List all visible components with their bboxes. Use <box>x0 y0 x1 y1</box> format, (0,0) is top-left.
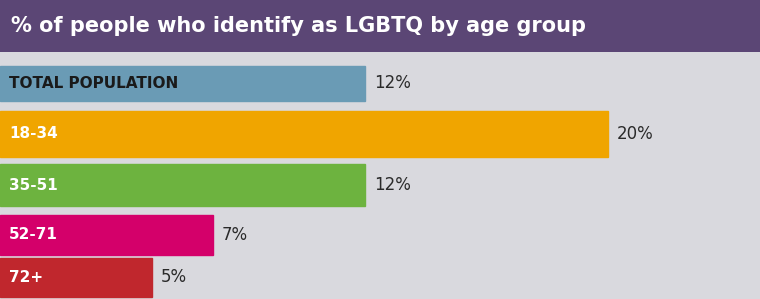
Text: 52-71: 52-71 <box>9 228 58 242</box>
Text: 72+: 72+ <box>9 270 43 285</box>
Bar <box>0 215 213 255</box>
Bar <box>0 164 365 206</box>
Text: 12%: 12% <box>374 176 411 194</box>
Text: 35-51: 35-51 <box>9 178 58 193</box>
Text: % of people who identify as LGBTQ by age group: % of people who identify as LGBTQ by age… <box>11 16 587 36</box>
Bar <box>0 111 608 157</box>
Text: 5%: 5% <box>161 269 187 286</box>
Bar <box>0 66 365 101</box>
Text: 12%: 12% <box>374 74 411 92</box>
Text: TOTAL POPULATION: TOTAL POPULATION <box>9 76 179 91</box>
Text: 18-34: 18-34 <box>9 126 58 141</box>
Text: 7%: 7% <box>222 226 248 244</box>
Bar <box>0 258 152 297</box>
Text: 20%: 20% <box>617 125 654 143</box>
